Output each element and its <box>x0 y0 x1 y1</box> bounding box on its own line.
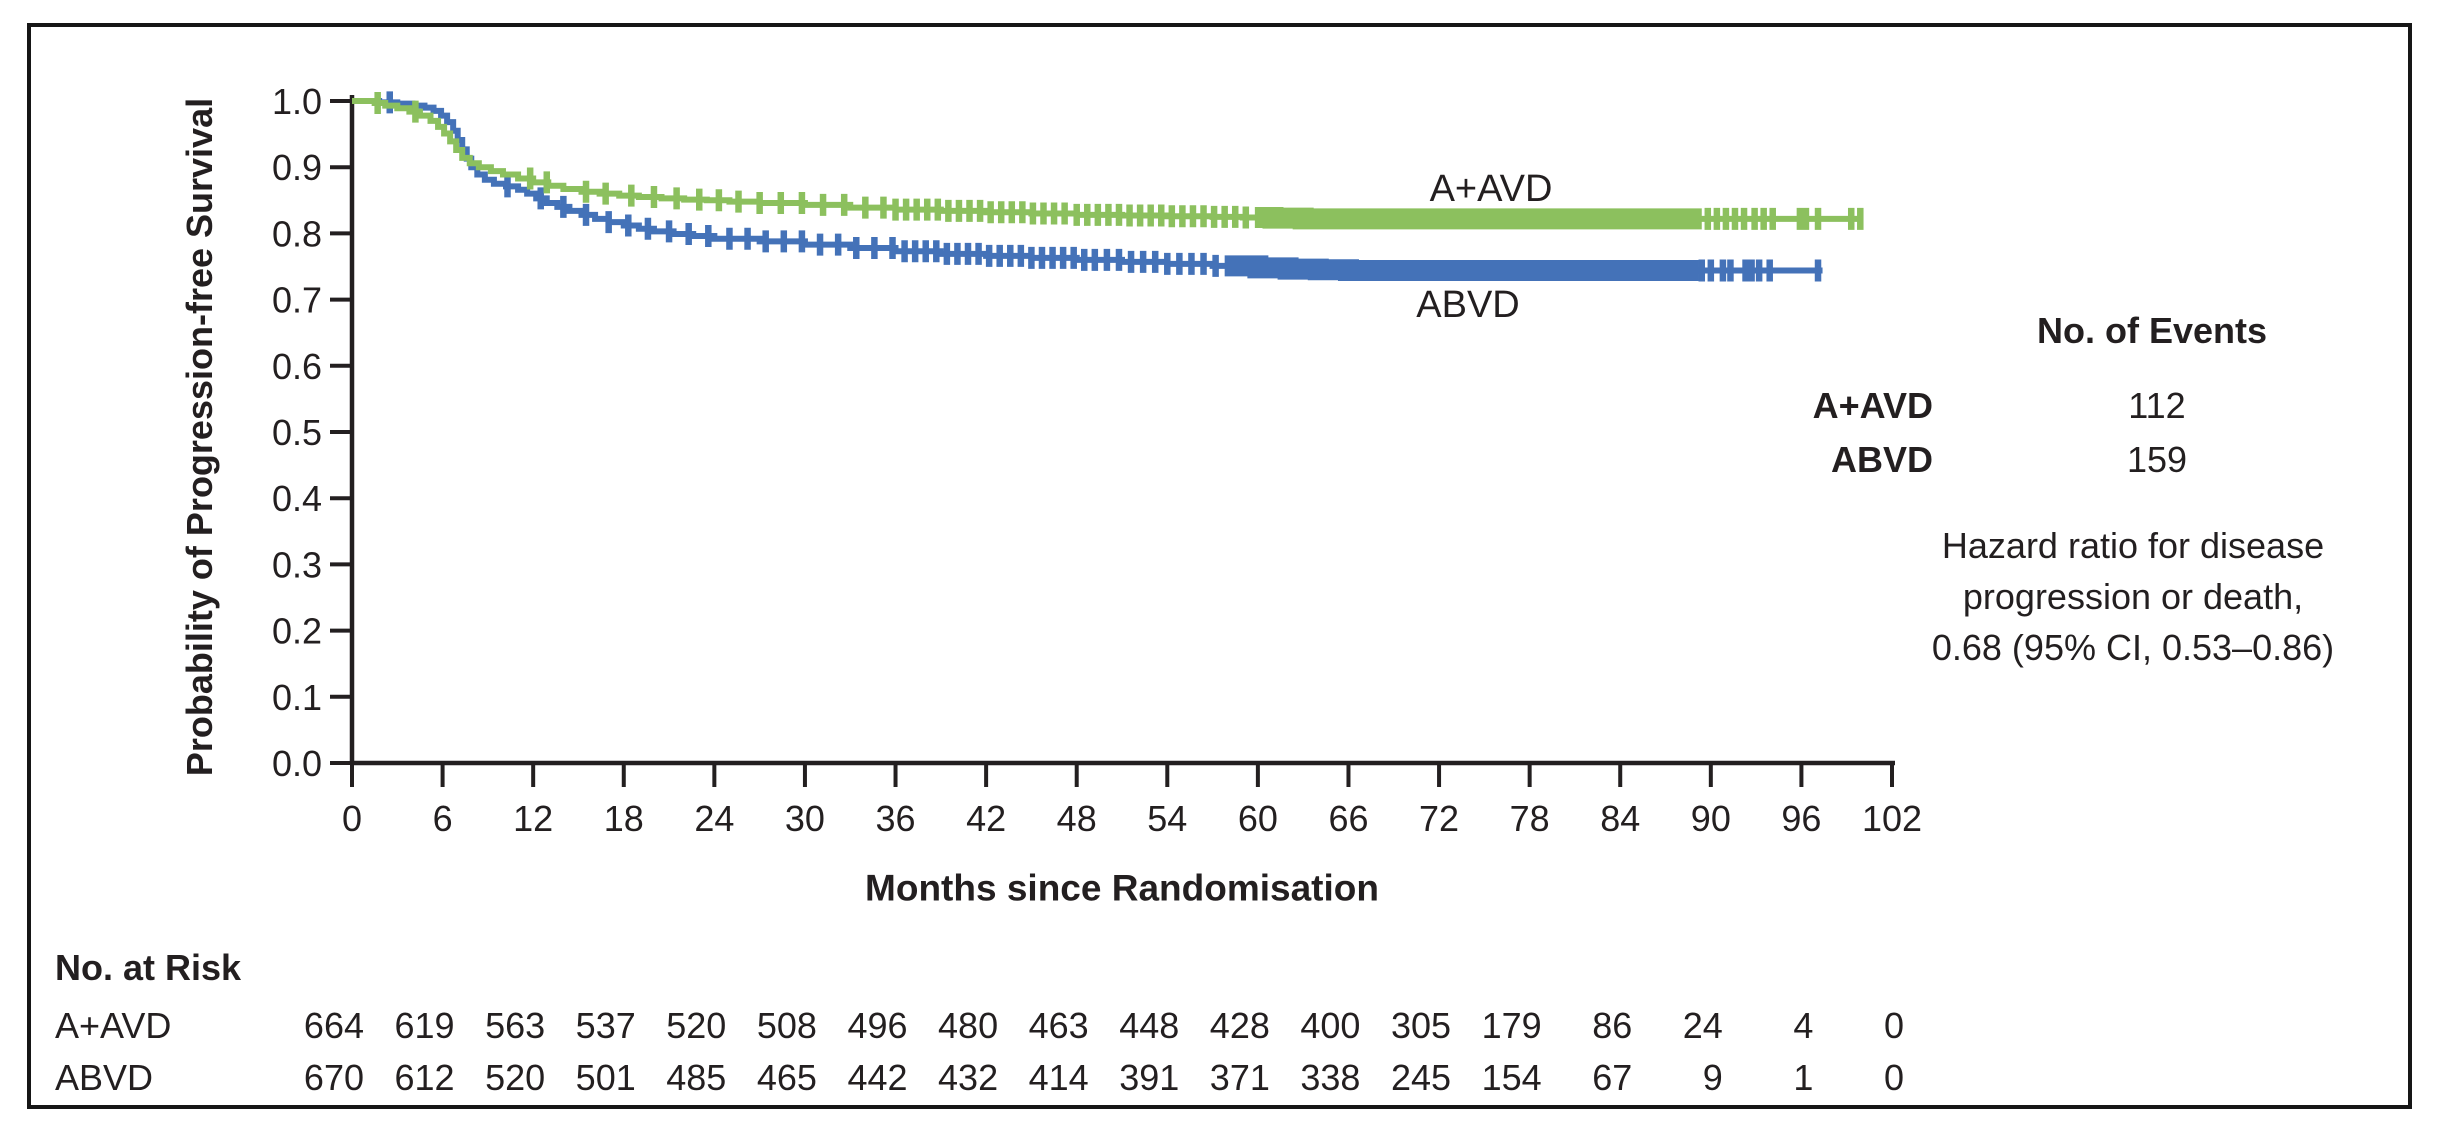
risk-value: 496 <box>847 1005 907 1046</box>
events-row-name-abvd: ABVD <box>1830 439 1933 481</box>
risk-value: 400 <box>1300 1005 1360 1046</box>
risk-value: 442 <box>847 1057 907 1098</box>
x-tick-label: 54 <box>1147 798 1187 839</box>
series-abvd <box>352 91 1823 282</box>
risk-value: 508 <box>757 1005 817 1046</box>
censor-dense-band <box>1224 255 1699 281</box>
risk-value: 154 <box>1482 1057 1542 1098</box>
x-tick-label: 78 <box>1510 798 1550 839</box>
risk-value: 612 <box>395 1057 455 1098</box>
risk-row-name-aavd: A+AVD <box>55 1005 172 1047</box>
km-step-curve <box>352 98 1862 222</box>
y-tick-label: 0.8 <box>272 213 322 254</box>
y-tick-label: 0.5 <box>272 412 322 453</box>
x-tick-label: 42 <box>966 798 1006 839</box>
censor-tick-marks <box>374 91 1864 230</box>
events-row-value-abvd: 159 <box>2126 439 2188 481</box>
risk-table-values: 664 619 563 537 520 508 496 480 463 448 428 400 305 1… <box>304 1005 1904 1098</box>
x-tick-label: 36 <box>876 798 916 839</box>
risk-value: 520 <box>666 1005 726 1046</box>
risk-value: 9 <box>1703 1057 1723 1098</box>
x-tick-label: 84 <box>1600 798 1640 839</box>
censor-dense-band <box>1254 207 1702 230</box>
risk-value: 520 <box>485 1057 545 1098</box>
y-tick-label: 0.1 <box>272 677 322 718</box>
risk-value: 428 <box>1210 1005 1270 1046</box>
y-tick-label: 0.3 <box>272 544 322 585</box>
risk-value: 448 <box>1119 1005 1179 1046</box>
axes: 0.0 0.1 0.2 0.3 0.4 0.5 0.6 0.7 0.8 0.9 1.0 0 6 12 18 2… <box>272 81 1922 839</box>
risk-value: 86 <box>1592 1005 1632 1046</box>
y-tick-label: 0.9 <box>272 147 322 188</box>
events-row-value-aavd: 112 <box>2128 385 2186 427</box>
series-aavd <box>352 91 1864 230</box>
risk-value: 179 <box>1482 1005 1542 1046</box>
risk-value: 465 <box>757 1057 817 1098</box>
risk-value: 501 <box>576 1057 636 1098</box>
risk-value: 463 <box>1029 1005 1089 1046</box>
x-tick-label: 90 <box>1691 798 1731 839</box>
x-tick-label: 0 <box>342 798 362 839</box>
risk-value: 664 <box>304 1005 364 1046</box>
y-tick-label: 1.0 <box>272 81 322 122</box>
curve-label-aavd: A+AVD <box>1429 168 1553 211</box>
risk-value: 670 <box>304 1057 364 1098</box>
censor-tick-marks <box>386 91 1822 282</box>
risk-value: 338 <box>1300 1057 1360 1098</box>
x-tick-label: 48 <box>1057 798 1097 839</box>
x-tick-label: 6 <box>433 798 453 839</box>
risk-value: 0 <box>1884 1005 1904 1046</box>
y-axis-title: Probability of Progression-free Survival <box>179 97 221 777</box>
x-tick-label: 30 <box>785 798 825 839</box>
x-tick-label: 60 <box>1238 798 1278 839</box>
risk-value: 563 <box>485 1005 545 1046</box>
x-tick-label: 96 <box>1781 798 1821 839</box>
events-panel-title: No. of Events <box>2036 310 2268 352</box>
risk-table-title: No. at Risk <box>55 947 242 989</box>
y-tick-label: 0.2 <box>272 611 322 652</box>
risk-value: 371 <box>1210 1057 1270 1098</box>
hazard-ratio-line-3: 0.68 (95% CI, 0.53–0.86) <box>1931 627 2335 669</box>
risk-value: 0 <box>1884 1057 1904 1098</box>
y-tick-label: 0.6 <box>272 346 322 387</box>
risk-value: 245 <box>1391 1057 1451 1098</box>
risk-value: 480 <box>938 1005 998 1046</box>
risk-value: 391 <box>1119 1057 1179 1098</box>
curve-label-abvd: ABVD <box>1416 284 1520 327</box>
x-tick-label: 102 <box>1862 798 1922 839</box>
x-tick-label: 66 <box>1328 798 1368 839</box>
risk-row-name-abvd: ABVD <box>55 1057 154 1099</box>
risk-value: 414 <box>1029 1057 1089 1098</box>
x-tick-label: 12 <box>513 798 553 839</box>
risk-value: 67 <box>1592 1057 1632 1098</box>
x-tick-label: 24 <box>694 798 734 839</box>
y-tick-label: 0.0 <box>272 743 322 784</box>
risk-value: 485 <box>666 1057 726 1098</box>
x-axis-title: Months since Randomisation <box>865 867 1379 909</box>
risk-value: 537 <box>576 1005 636 1046</box>
x-tick-label: 18 <box>604 798 644 839</box>
y-tick-label: 0.7 <box>272 280 322 321</box>
risk-value: 24 <box>1683 1005 1723 1046</box>
hazard-ratio-line-1: Hazard ratio for disease <box>1941 525 2325 567</box>
x-tick-label: 72 <box>1419 798 1459 839</box>
km-step-curve <box>352 98 1823 274</box>
risk-value: 1 <box>1793 1057 1813 1098</box>
risk-value: 619 <box>395 1005 455 1046</box>
risk-value: 4 <box>1793 1005 1813 1046</box>
hazard-ratio-line-2: progression or death, <box>1962 576 2304 618</box>
risk-value: 305 <box>1391 1005 1451 1046</box>
events-row-name-aavd: A+AVD <box>1812 385 1933 427</box>
y-tick-label: 0.4 <box>272 478 322 519</box>
risk-value: 432 <box>938 1057 998 1098</box>
figure-border <box>27 23 2412 1109</box>
